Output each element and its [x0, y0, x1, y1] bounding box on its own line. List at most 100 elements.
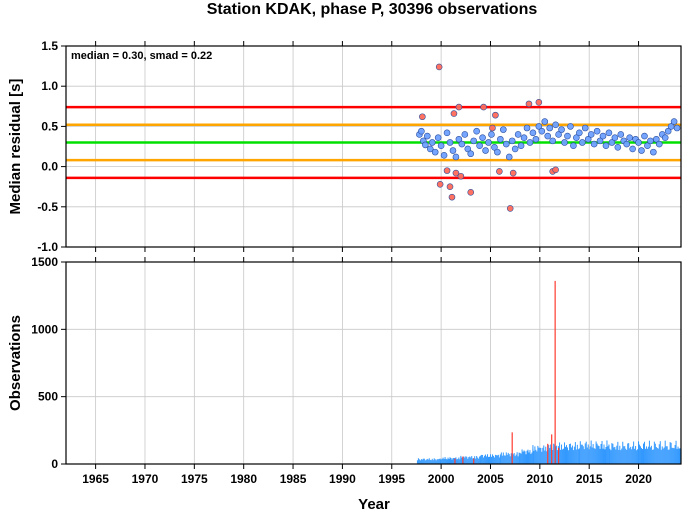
- data-point: [437, 142, 445, 149]
- data-point: [467, 189, 475, 196]
- data-point: [431, 148, 439, 156]
- plot-frame: [65, 261, 682, 465]
- data-point: [489, 124, 496, 132]
- chart-title: Station KDAK, phase P, 30396 observation…: [207, 1, 538, 18]
- observations-panel: 1500 1000 500 0 1965 1970 1975 1980 1985 1990 1995…: [7, 255, 682, 486]
- data-point: [520, 134, 528, 141]
- data-point: [573, 134, 580, 141]
- data-point: [446, 183, 454, 190]
- data-point: [434, 134, 442, 141]
- data-point: [555, 131, 562, 138]
- data-point: [480, 103, 487, 111]
- data-point: [561, 139, 568, 146]
- data-point: [509, 169, 517, 177]
- data-point: [500, 126, 507, 133]
- y-tick-label: -0.5: [37, 200, 58, 214]
- data-point: [576, 129, 583, 137]
- data-point: [457, 172, 465, 180]
- data-point: [532, 135, 540, 143]
- data-point: [467, 150, 475, 158]
- x-tick-label: 1965: [82, 472, 109, 486]
- data-point: [661, 134, 669, 141]
- y-tick-label: 500: [38, 390, 58, 404]
- x-tick-label: 1980: [230, 472, 257, 486]
- y-tick-label: 0: [51, 457, 58, 471]
- data-point: [653, 135, 660, 143]
- data-point: [541, 118, 549, 125]
- data-point: [511, 145, 519, 153]
- data-point: [494, 148, 501, 156]
- data-point: [664, 127, 672, 135]
- data-point: [473, 127, 480, 135]
- data-point: [552, 166, 559, 174]
- data-point: [455, 103, 463, 111]
- data-point: [647, 137, 654, 145]
- data-point: [492, 111, 499, 119]
- data-point: [546, 124, 554, 132]
- data-point: [419, 113, 426, 121]
- data-point: [428, 139, 436, 146]
- data-point: [458, 140, 466, 148]
- x-tick-label: 2005: [477, 472, 504, 486]
- data-point: [440, 152, 448, 159]
- x-axis-title: Year: [358, 496, 390, 511]
- data-point: [482, 147, 489, 154]
- data-point: [418, 127, 425, 135]
- y-tick-label: 1000: [31, 322, 58, 336]
- x-tick-label: 2010: [526, 472, 553, 486]
- y-tick-label: 0.0: [41, 160, 58, 174]
- data-point: [525, 100, 533, 108]
- y-axis-title: Observations: [7, 315, 24, 411]
- data-point: [549, 137, 556, 145]
- data-point: [605, 129, 613, 137]
- data-point: [436, 180, 444, 188]
- x-tick-label: 2015: [576, 472, 603, 486]
- plot-frame: [65, 45, 682, 248]
- data-point: [496, 168, 503, 175]
- data-point: [596, 137, 604, 145]
- data-point: [452, 153, 460, 161]
- x-tick-label: 1975: [181, 472, 208, 486]
- y-tick-label: 1500: [31, 255, 58, 269]
- data-point: [650, 148, 657, 156]
- data-point: [590, 140, 598, 148]
- y-axis-title: Median residual [s]: [7, 79, 24, 215]
- x-tick-label: 1990: [329, 472, 356, 486]
- data-point: [599, 132, 607, 140]
- data-point: [491, 144, 498, 151]
- data-point: [497, 135, 504, 143]
- data-point: [544, 132, 552, 140]
- data-point: [655, 140, 663, 148]
- data-point: [464, 145, 472, 153]
- x-tick-label: 2000: [428, 472, 455, 486]
- data-point: [529, 129, 537, 137]
- data-point: [670, 118, 678, 125]
- data-point: [584, 135, 592, 143]
- data-point: [517, 142, 525, 149]
- data-point: [623, 140, 631, 148]
- residual-panel: median = 0.30, smad = 0.22 1.5 1.0 0.5 0.0 -0…: [7, 39, 682, 254]
- data-point: [611, 134, 619, 141]
- data-point: [614, 144, 622, 151]
- data-point: [488, 131, 495, 138]
- data-point: [506, 205, 514, 212]
- data-point: [587, 131, 595, 138]
- data-point: [450, 110, 458, 117]
- x-tick-label: 2020: [625, 472, 652, 486]
- data-point: [523, 124, 531, 132]
- data-point: [461, 131, 469, 138]
- y-tick-label: 0.5: [41, 119, 58, 133]
- data-point: [470, 137, 477, 145]
- data-point: [558, 126, 565, 133]
- data-point: [538, 127, 546, 135]
- data-point: [443, 167, 451, 174]
- data-point: [508, 137, 516, 145]
- data-point: [443, 129, 451, 137]
- data-point: [448, 193, 456, 201]
- data-point: [422, 141, 429, 149]
- data-point: [426, 145, 434, 153]
- y-tick-label: -1.0: [37, 240, 58, 254]
- data-point: [535, 98, 543, 106]
- data-point: [476, 142, 483, 149]
